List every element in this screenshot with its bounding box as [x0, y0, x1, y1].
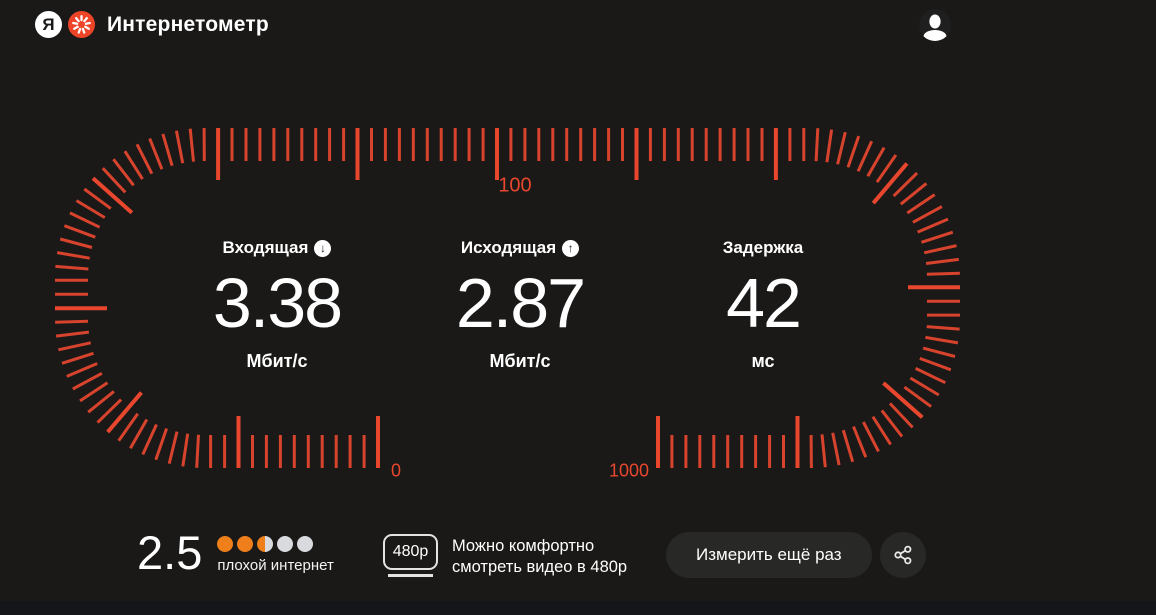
user-avatar[interactable] [919, 9, 951, 41]
metric-incoming-title: Входящая [222, 238, 309, 257]
metric-outgoing: Исходящая ↑ 2.87 Мбит/с [400, 238, 640, 372]
arrow-up-circle-icon: ↑ [562, 239, 580, 257]
rating-dot [257, 536, 274, 552]
yandex-ya-icon: Я [35, 11, 62, 38]
metric-latency-unit: мс [751, 351, 775, 371]
metric-incoming-label: Входящая ↓ [157, 238, 397, 258]
rating-dot [277, 536, 294, 552]
metric-incoming-unit: Мбит/с [246, 351, 308, 371]
rating-score: 2.5 [137, 526, 203, 579]
tv-icon: 480p [383, 534, 438, 578]
metric-latency: Задержка 42 мс [643, 238, 883, 372]
quality-line-2: смотреть видео в 480p [452, 558, 628, 576]
header: Я Интернетометр [0, 0, 1156, 56]
person-icon [923, 14, 947, 41]
gauge-scale-label-0: 0 [390, 460, 402, 481]
rating-dot [217, 536, 234, 552]
rating-caption: плохой интернет [217, 557, 334, 574]
share-nodes-icon [894, 545, 912, 565]
rating-dots [217, 536, 333, 552]
measure-again-button[interactable]: Измерить ещё раз [666, 532, 872, 578]
metric-incoming-value: 3.38 [212, 264, 343, 342]
bottom-strip [0, 601, 1156, 615]
yandex-logo[interactable]: Я Интернетометр [35, 11, 269, 38]
share-button[interactable] [879, 532, 926, 578]
actions: Измерить ещё раз [666, 532, 926, 578]
metric-outgoing-title: Исходящая [460, 238, 557, 257]
gauge-scale-label-100: 100 [498, 174, 532, 197]
video-quality-hint: 480p Можно комфортно смотреть видео в 48… [383, 534, 627, 578]
yandex-ya-letter: Я [42, 14, 55, 34]
rating-details: плохой интернет [217, 528, 334, 574]
quality-description: Можно комфортно смотреть видео в 480p [452, 534, 627, 578]
arrow-down-circle-icon: ↓ [314, 239, 332, 257]
gauge-scale-label-1000: 1000 [608, 460, 650, 481]
metric-latency-label: Задержка [643, 238, 883, 258]
metric-latency-title: Задержка [722, 238, 804, 257]
metric-outgoing-value: 2.87 [455, 264, 586, 342]
tv-screen-badge: 480p [383, 534, 438, 570]
speed-burst-icon [68, 11, 95, 38]
app-title: Интернетометр [107, 12, 269, 36]
metric-latency-value: 42 [726, 264, 802, 342]
tv-stand [388, 574, 433, 577]
connection-rating: 2.5 плохой интернет [137, 526, 334, 579]
rating-dot [237, 536, 254, 552]
metric-outgoing-label: Исходящая ↑ [400, 238, 640, 258]
metric-incoming: Входящая ↓ 3.38 Мбит/с [157, 238, 397, 372]
quality-line-1: Можно комфортно [452, 537, 595, 555]
rating-dot [297, 536, 314, 552]
quality-badge-text: 480p [392, 543, 429, 560]
metric-outgoing-unit: Мбит/с [489, 351, 551, 371]
